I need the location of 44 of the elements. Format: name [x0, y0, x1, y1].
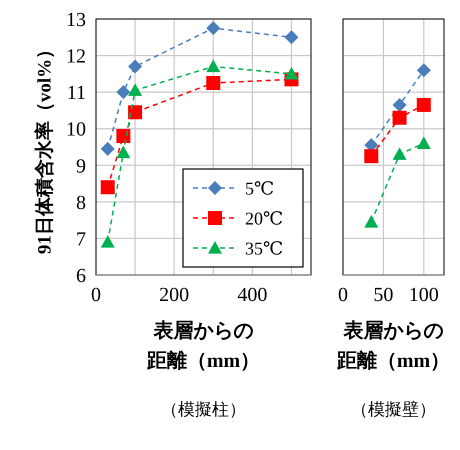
- point: [116, 129, 130, 144]
- point: [206, 60, 220, 72]
- point: [206, 21, 220, 36]
- point: [100, 235, 115, 248]
- legend-label: 20℃: [245, 208, 284, 228]
- point: [416, 98, 431, 112]
- y-axis-title: 91日体積含水率（vol%）: [34, 40, 56, 254]
- y-tick-label: 9: [76, 155, 86, 178]
- point: [284, 66, 298, 80]
- x-tick-label: 0: [338, 284, 348, 306]
- legend-label: 5℃: [245, 178, 274, 198]
- x-tick-label: 50: [373, 284, 394, 306]
- point: [116, 85, 130, 100]
- y-tick-label: 11: [66, 82, 86, 104]
- point: [364, 149, 378, 164]
- y-tick-label: 12: [66, 46, 86, 68]
- point: [128, 105, 142, 120]
- x-axis-title: 表層からの距離（mm）: [336, 320, 450, 372]
- point: [416, 63, 431, 78]
- x-tick-label: 200: [159, 284, 190, 306]
- y-tick-label: 7: [76, 228, 86, 250]
- x-tick-label: 100: [408, 284, 439, 306]
- point: [206, 76, 220, 90]
- y-tick-label: 8: [76, 192, 86, 214]
- point: [392, 110, 407, 125]
- text: （模擬壁）: [351, 400, 436, 419]
- y-tick-label: 6: [76, 265, 86, 287]
- point: [392, 98, 407, 112]
- point: [284, 30, 298, 44]
- point: [128, 83, 142, 96]
- point: [128, 60, 142, 74]
- point: [100, 180, 115, 194]
- x-axis-title: 表層からの距離（mm）: [146, 320, 260, 372]
- x-tick-label: 0: [91, 284, 101, 306]
- point: [392, 147, 407, 160]
- legend-label: 35℃: [245, 238, 284, 258]
- point: [100, 142, 115, 156]
- x-tick-label: 400: [237, 284, 268, 306]
- text: （模擬柱）: [161, 400, 246, 419]
- y-tick-label: 13: [66, 9, 86, 31]
- point: [116, 145, 130, 158]
- point: [416, 136, 431, 149]
- y-tick-label: 10: [66, 118, 86, 141]
- point: [364, 214, 378, 228]
